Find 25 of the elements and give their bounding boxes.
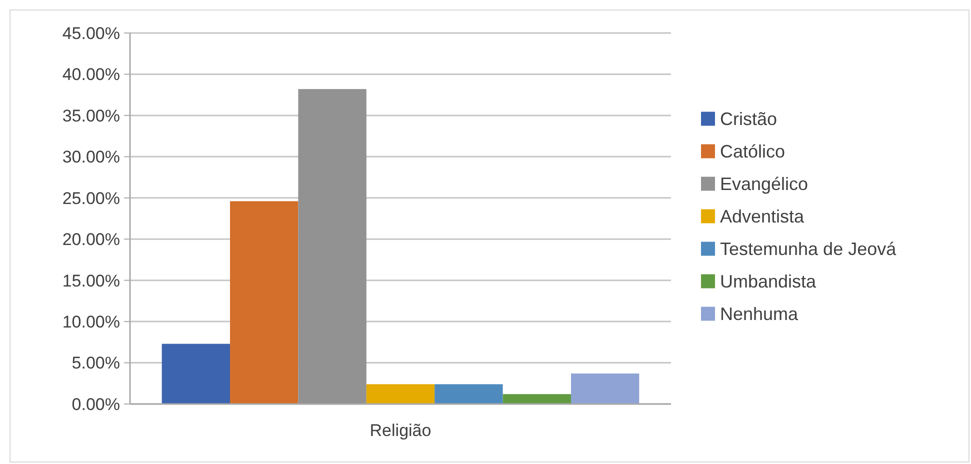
legend-label: Umbandista xyxy=(720,272,818,292)
legend-label: Católico xyxy=(720,142,786,162)
y-tick-label: 20.00% xyxy=(62,230,120,250)
y-tick-label: 15.00% xyxy=(62,271,120,290)
bar xyxy=(434,384,503,404)
y-tick-label: 10.00% xyxy=(62,312,120,332)
y-tick-label: 0.00% xyxy=(72,394,120,414)
bar xyxy=(298,89,366,404)
x-tick-label: Religião xyxy=(370,421,432,440)
bar xyxy=(230,201,298,404)
bar xyxy=(570,373,640,404)
y-tick-label: 5.00% xyxy=(72,354,120,373)
legend-label: Nenhuma xyxy=(720,304,800,324)
y-tick-label: 35.00% xyxy=(62,106,120,126)
y-tick-label: 25.00% xyxy=(62,188,120,208)
legend-label: Testemunha de Jeová xyxy=(720,239,898,260)
legend-label: Cristão xyxy=(720,109,778,130)
bar xyxy=(162,344,230,404)
legend-label: Adventista xyxy=(720,206,806,227)
bar xyxy=(366,384,435,404)
y-tick-label: 30.00% xyxy=(62,148,120,167)
bar xyxy=(502,394,571,404)
legend-label: Evangélico xyxy=(720,174,808,194)
y-tick-label: 40.00% xyxy=(62,65,120,84)
y-tick-label: 45.00% xyxy=(62,24,120,43)
